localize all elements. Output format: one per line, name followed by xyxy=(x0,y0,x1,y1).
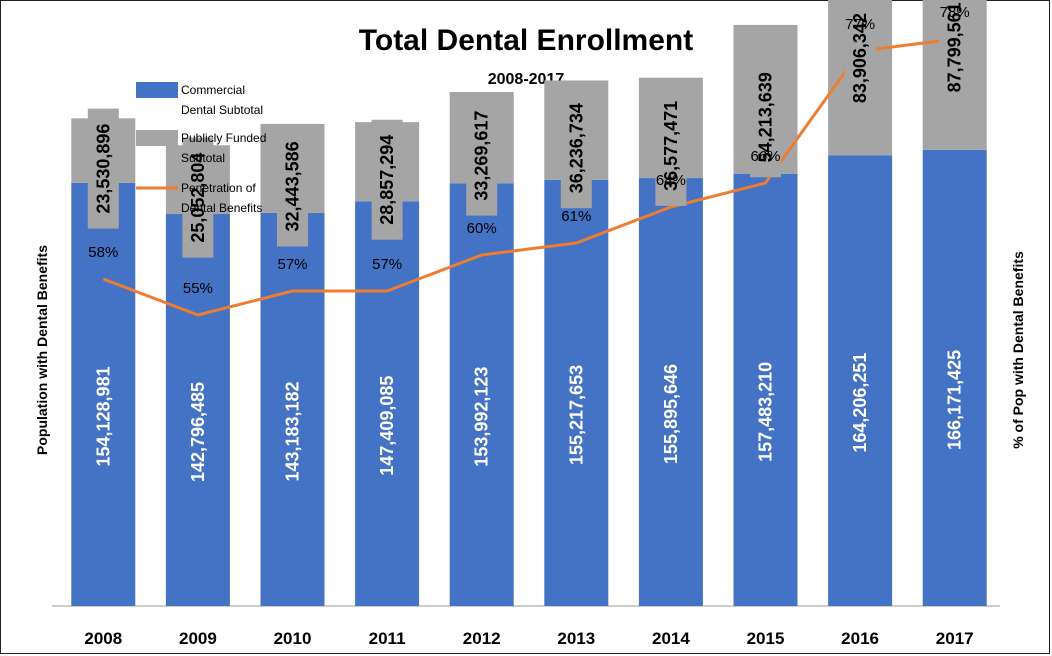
bar-commercial-2010 xyxy=(260,212,325,606)
x-tick-label: 2009 xyxy=(179,629,217,648)
data-label-commercial: 153,992,123 xyxy=(472,367,492,467)
data-label-public-bg xyxy=(87,108,119,229)
bar-commercial-2014 xyxy=(638,178,703,606)
data-label-commercial: 166,171,425 xyxy=(945,350,965,450)
data-label-public: 36,577,471 xyxy=(661,101,681,191)
legend-label: Dental Subtotal xyxy=(181,103,263,117)
penetration-label: 58% xyxy=(88,244,118,261)
penetration-label: 60% xyxy=(467,220,497,237)
legend-label: Subtotal xyxy=(181,151,225,165)
x-tick-label: 2012 xyxy=(463,629,501,648)
data-label-commercial: 147,409,085 xyxy=(377,376,397,476)
bar-commercial-2008 xyxy=(71,182,136,606)
data-label-commercial: 155,895,646 xyxy=(661,364,681,464)
legend-label: Penetration of xyxy=(181,181,256,195)
data-label-public-bg xyxy=(655,85,687,206)
data-label-public: 23,530,896 xyxy=(93,124,113,214)
line-layer xyxy=(102,37,955,317)
x-tick-label: 2014 xyxy=(652,629,690,648)
x-tick-label: 2011 xyxy=(369,629,406,648)
data-label-public-bg xyxy=(466,95,498,216)
legend: Commercial Dental Subtotal Publicly Funded… xyxy=(136,82,266,215)
data-label-public-bg xyxy=(939,0,971,108)
bar-commercial-2016 xyxy=(828,155,893,606)
data-label-commercial: 155,217,653 xyxy=(566,365,586,465)
legend-label: Commercial xyxy=(181,83,245,97)
data-label-commercial: 143,183,182 xyxy=(283,381,303,481)
right-axis-label: % of Pop with Dental Benefits xyxy=(1010,251,1026,449)
data-label-public: 33,269,617 xyxy=(472,111,492,201)
data-label-commercial: 154,128,981 xyxy=(93,366,113,466)
legend-swatch xyxy=(136,130,178,146)
bar-commercial-2017 xyxy=(922,149,987,606)
data-label-public: 54,213,639 xyxy=(756,72,776,162)
penetration-label: 66% xyxy=(750,148,780,165)
x-tick-label: 2016 xyxy=(841,629,879,648)
bar-commercial-2015 xyxy=(733,173,798,606)
penetration-label: 57% xyxy=(277,256,307,273)
bars-layer xyxy=(52,0,1000,607)
data-label-public-bg xyxy=(844,0,876,119)
chart-title: Total Dental Enrollment xyxy=(359,24,693,57)
data-label-public-bg xyxy=(560,88,592,209)
bar-commercial-2009 xyxy=(165,214,230,606)
data-label-public: 87,799,561 xyxy=(945,2,965,92)
x-tick-label: 2010 xyxy=(274,629,312,648)
x-tick-label: 2008 xyxy=(84,629,122,648)
data-label-public: 25,052,804 xyxy=(188,153,208,243)
data-label-public: 32,443,586 xyxy=(283,141,303,231)
labels-layer: 2008 154,128,981 23,530,896 2009 142,796,485… xyxy=(84,0,974,648)
data-label-public-bg xyxy=(182,137,214,258)
penetration-label: 57% xyxy=(372,256,402,273)
penetration-label: 78% xyxy=(940,4,970,21)
x-tick-label: 2015 xyxy=(747,629,785,648)
legend-label: Dental Benefits xyxy=(181,201,262,215)
penetration-label: 64% xyxy=(656,172,686,189)
legend-label: Publicly Funded xyxy=(181,131,266,145)
data-label-commercial: 157,483,210 xyxy=(756,362,776,462)
left-axis-label: Population with Dental Benefits xyxy=(34,245,50,455)
bar-commercial-2013 xyxy=(544,179,609,606)
penetration-line xyxy=(102,37,955,317)
data-label-public-bg xyxy=(277,126,308,247)
x-tick-label: 2017 xyxy=(936,629,974,648)
legend-swatch xyxy=(136,82,178,98)
data-label-public-bg xyxy=(371,119,403,240)
x-tick-label: 2013 xyxy=(557,629,595,648)
bar-commercial-2011 xyxy=(355,201,420,606)
data-label-public-bg xyxy=(750,57,781,178)
data-label-public: 36,236,734 xyxy=(566,103,586,193)
penetration-label: 61% xyxy=(561,208,591,225)
penetration-label: 55% xyxy=(183,280,213,297)
data-label-public: 83,906,342 xyxy=(850,13,870,103)
penetration-label: 77% xyxy=(845,16,875,33)
data-label-commercial: 164,206,251 xyxy=(850,353,870,453)
data-label-commercial: 142,796,485 xyxy=(188,382,208,482)
data-label-public: 28,857,294 xyxy=(377,135,397,225)
